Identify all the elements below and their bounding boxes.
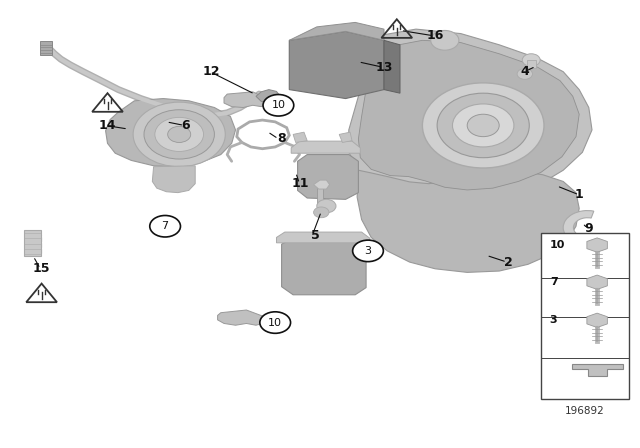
Text: 14: 14 bbox=[99, 119, 116, 132]
Circle shape bbox=[155, 117, 204, 151]
Text: 12: 12 bbox=[202, 65, 220, 78]
Polygon shape bbox=[587, 313, 607, 327]
Text: 11: 11 bbox=[292, 177, 310, 190]
Circle shape bbox=[422, 83, 544, 168]
Circle shape bbox=[263, 95, 294, 116]
Text: 196892: 196892 bbox=[565, 406, 605, 416]
Circle shape bbox=[260, 312, 291, 333]
Polygon shape bbox=[289, 31, 384, 99]
Polygon shape bbox=[587, 275, 607, 289]
Text: 16: 16 bbox=[426, 29, 444, 43]
Circle shape bbox=[133, 102, 225, 167]
Text: 15: 15 bbox=[33, 262, 51, 276]
Polygon shape bbox=[349, 29, 592, 197]
Circle shape bbox=[144, 110, 214, 159]
Bar bbox=[317, 186, 323, 204]
Polygon shape bbox=[268, 104, 282, 114]
Circle shape bbox=[452, 104, 514, 147]
Bar bbox=[40, 41, 52, 55]
Circle shape bbox=[353, 240, 383, 262]
Text: 5: 5 bbox=[310, 228, 319, 242]
Polygon shape bbox=[218, 310, 266, 325]
Polygon shape bbox=[152, 166, 195, 193]
Polygon shape bbox=[256, 90, 280, 103]
Text: 3: 3 bbox=[365, 246, 371, 256]
Text: 8: 8 bbox=[277, 132, 286, 146]
Text: 2: 2 bbox=[504, 255, 513, 269]
Polygon shape bbox=[264, 321, 276, 331]
Circle shape bbox=[522, 54, 540, 66]
Text: 10: 10 bbox=[268, 318, 282, 327]
Polygon shape bbox=[298, 155, 358, 199]
Polygon shape bbox=[289, 22, 384, 40]
Circle shape bbox=[431, 30, 459, 50]
Circle shape bbox=[150, 215, 180, 237]
Text: 10: 10 bbox=[271, 100, 285, 110]
Circle shape bbox=[517, 69, 532, 79]
Text: 7: 7 bbox=[161, 221, 169, 231]
Text: 10: 10 bbox=[550, 240, 565, 250]
Polygon shape bbox=[293, 132, 307, 142]
Polygon shape bbox=[384, 40, 400, 93]
Polygon shape bbox=[314, 180, 330, 189]
Polygon shape bbox=[339, 132, 352, 142]
Circle shape bbox=[317, 199, 336, 213]
Text: 13: 13 bbox=[375, 60, 393, 74]
Bar bbox=[24, 230, 41, 256]
Polygon shape bbox=[106, 99, 236, 167]
Circle shape bbox=[437, 93, 529, 158]
Text: 7: 7 bbox=[550, 277, 557, 287]
Polygon shape bbox=[276, 232, 370, 243]
Text: 3: 3 bbox=[550, 315, 557, 325]
Text: 9: 9 bbox=[584, 222, 593, 235]
Polygon shape bbox=[358, 40, 579, 190]
Wedge shape bbox=[563, 211, 594, 245]
Circle shape bbox=[467, 114, 499, 137]
Bar bbox=[541, 233, 629, 399]
Bar bbox=[527, 60, 536, 68]
Polygon shape bbox=[587, 238, 607, 252]
Circle shape bbox=[168, 126, 191, 142]
Polygon shape bbox=[357, 170, 579, 272]
Polygon shape bbox=[572, 364, 623, 376]
Text: 4: 4 bbox=[520, 65, 529, 78]
Polygon shape bbox=[282, 238, 366, 295]
Circle shape bbox=[314, 207, 329, 218]
Text: 1: 1 bbox=[575, 188, 584, 202]
Polygon shape bbox=[291, 141, 360, 153]
Text: 6: 6 bbox=[181, 119, 190, 132]
Polygon shape bbox=[224, 92, 269, 108]
